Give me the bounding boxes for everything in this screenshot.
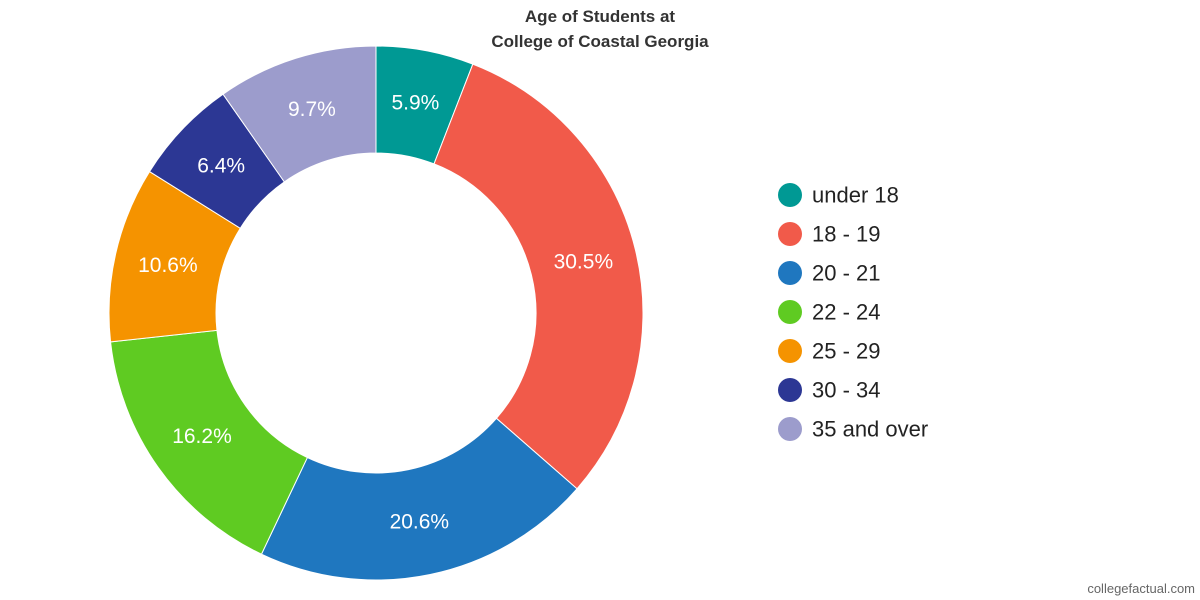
donut-slices — [108, 45, 644, 581]
slice-label-under-18: 5.9% — [391, 92, 439, 115]
legend-marker-18-19 — [778, 222, 802, 246]
chart-legend: under 18 18 - 19 20 - 21 22 - 24 25 - 29 30 -… — [778, 183, 928, 442]
legend-label-under-18[interactable]: under 18 — [812, 183, 899, 208]
slice-label-30-34: 6.4% — [197, 154, 245, 177]
legend-label-18-19[interactable]: 18 - 19 — [812, 222, 881, 247]
chart-title-line-1: Age of Students at — [525, 7, 676, 26]
slice-label-20-21: 20.6% — [390, 511, 450, 534]
slice-label-25-29: 10.6% — [138, 254, 198, 277]
legend-label-22-24[interactable]: 22 - 24 — [812, 300, 881, 325]
legend-marker-30-34 — [778, 378, 802, 402]
slice-label-35-and-over: 9.7% — [288, 98, 336, 121]
legend-marker-22-24 — [778, 300, 802, 324]
slice-label-18-19: 30.5% — [554, 251, 614, 274]
legend-label-25-29[interactable]: 25 - 29 — [812, 339, 881, 364]
legend-marker-25-29 — [778, 339, 802, 363]
slice-35-and-over[interactable] — [222, 45, 377, 183]
legend-marker-35-and-over — [778, 417, 802, 441]
legend-marker-20-21 — [778, 261, 802, 285]
slice-labels: 5.9% 30.5% 20.6% 16.2% 10.6% 6.4% 9.7% — [138, 92, 613, 534]
legend-marker-under-18 — [778, 183, 802, 207]
slice-label-22-24: 16.2% — [172, 425, 232, 448]
legend-label-35-and-over[interactable]: 35 and over — [812, 417, 928, 442]
chart-title-line-2: College of Coastal Georgia — [491, 32, 709, 51]
slice-20-21[interactable] — [260, 417, 578, 581]
source-credit[interactable]: collegefactual.com — [1087, 581, 1195, 596]
legend-label-30-34[interactable]: 30 - 34 — [812, 378, 881, 403]
slice-18-19[interactable] — [433, 63, 644, 490]
legend-label-20-21[interactable]: 20 - 21 — [812, 261, 881, 286]
